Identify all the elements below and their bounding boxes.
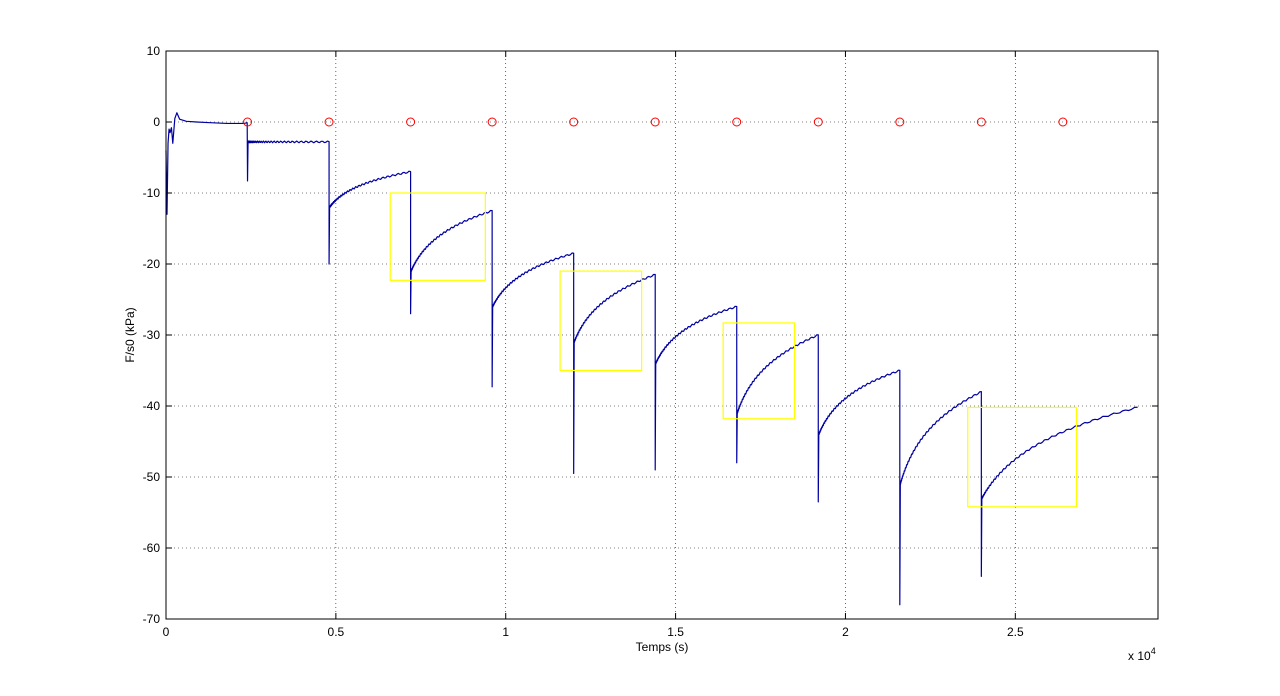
stage-marker <box>650 117 660 127</box>
x-tick-label: 2 <box>842 625 849 639</box>
x-axis-exponent: x 104 <box>1128 646 1156 663</box>
data-layer <box>165 112 1138 606</box>
tick-labels: 0 0.5 1 1.5 2 2.5 10 0 -10 -20 -30 -40 -50 -60 -70 <box>143 44 1024 639</box>
stage-marker <box>813 117 823 127</box>
y-tick-label: -20 <box>143 257 161 271</box>
stage-marker <box>976 117 986 127</box>
x-tick-label: 1 <box>502 625 509 639</box>
y-tick-label: 0 <box>153 115 160 129</box>
y-axis-label: F/s0 (kPa) <box>123 307 137 362</box>
x-axis-label: Temps (s) <box>636 640 689 654</box>
stage-marker <box>243 117 253 127</box>
highlight-box <box>722 322 796 420</box>
y-tick-label: -10 <box>143 186 161 200</box>
highlight-box <box>559 270 643 372</box>
stage-marker <box>732 117 742 127</box>
stage-marker <box>324 117 334 127</box>
y-tick-label: -30 <box>143 328 161 342</box>
tick-marks <box>165 50 1158 620</box>
stage-marker <box>895 117 905 127</box>
y-tick-label: 10 <box>147 44 161 58</box>
highlight-box <box>967 406 1078 508</box>
x-tick-label: 1.5 <box>667 625 684 639</box>
force-stress-series <box>165 112 1138 606</box>
highlight-box <box>389 192 486 281</box>
stage-marker <box>569 117 579 127</box>
x-tick-label: 0 <box>163 625 170 639</box>
stage-marker <box>406 117 416 127</box>
x-axis-exponent-power: 4 <box>1151 646 1156 656</box>
x-tick-label: 0.5 <box>328 625 345 639</box>
y-tick-label: -50 <box>143 470 161 484</box>
stage-marker <box>487 117 497 127</box>
grid-lines <box>166 51 1158 619</box>
y-tick-label: -60 <box>143 541 161 555</box>
stage-marker <box>1058 117 1068 127</box>
y-tick-label: -70 <box>143 612 161 626</box>
y-tick-label: -40 <box>143 399 161 413</box>
x-tick-label: 2.5 <box>1007 625 1024 639</box>
x-axis-exponent-base: x 10 <box>1128 649 1151 663</box>
